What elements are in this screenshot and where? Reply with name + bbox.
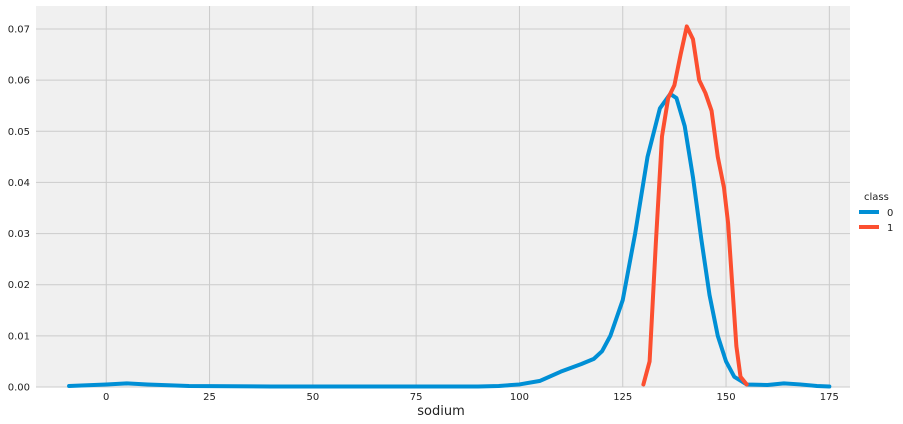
y-tick-label: 0.07 xyxy=(8,25,30,36)
x-tick-label: 50 xyxy=(306,392,319,403)
x-tick-label: 75 xyxy=(410,392,423,403)
legend-label-class-1: 1 xyxy=(887,223,893,234)
x-tick-label: 100 xyxy=(510,392,529,403)
y-tick-label: 0.04 xyxy=(8,178,30,189)
legend: class 0 1 xyxy=(859,192,893,234)
legend-title: class xyxy=(864,192,889,203)
y-tick-label: 0.06 xyxy=(8,76,30,87)
y-tick-label: 0.01 xyxy=(8,331,30,342)
series-line-class-1 xyxy=(641,24,749,387)
x-tick-label: 175 xyxy=(820,392,839,403)
y-tick-label: 0.03 xyxy=(8,229,30,240)
y-tick-label: 0.02 xyxy=(8,280,30,291)
x-axis-label: sodium xyxy=(417,404,465,419)
y-tick-label: 0.05 xyxy=(8,127,30,138)
series-line-class-0 xyxy=(67,91,832,389)
y-tick-label: 0.00 xyxy=(8,383,30,394)
x-tick-label: 25 xyxy=(203,392,216,403)
x-tick-label: 125 xyxy=(613,392,632,403)
series-layer xyxy=(67,24,832,389)
y-tick-labels: 0.00 0.01 0.02 0.03 0.04 0.05 0.06 0.07 xyxy=(8,25,30,394)
x-tick-labels: 0 25 50 75 100 125 150 175 xyxy=(103,392,839,403)
x-tick-label: 0 xyxy=(103,392,109,403)
plot-background xyxy=(36,6,850,387)
x-tick-label: 150 xyxy=(716,392,735,403)
legend-label-class-0: 0 xyxy=(887,208,893,219)
